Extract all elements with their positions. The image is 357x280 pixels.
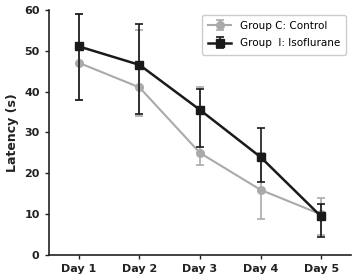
Legend: Group C: Control, Group  I: Isoflurane: Group C: Control, Group I: Isoflurane [202,15,346,55]
Y-axis label: Latency (s): Latency (s) [6,93,19,172]
